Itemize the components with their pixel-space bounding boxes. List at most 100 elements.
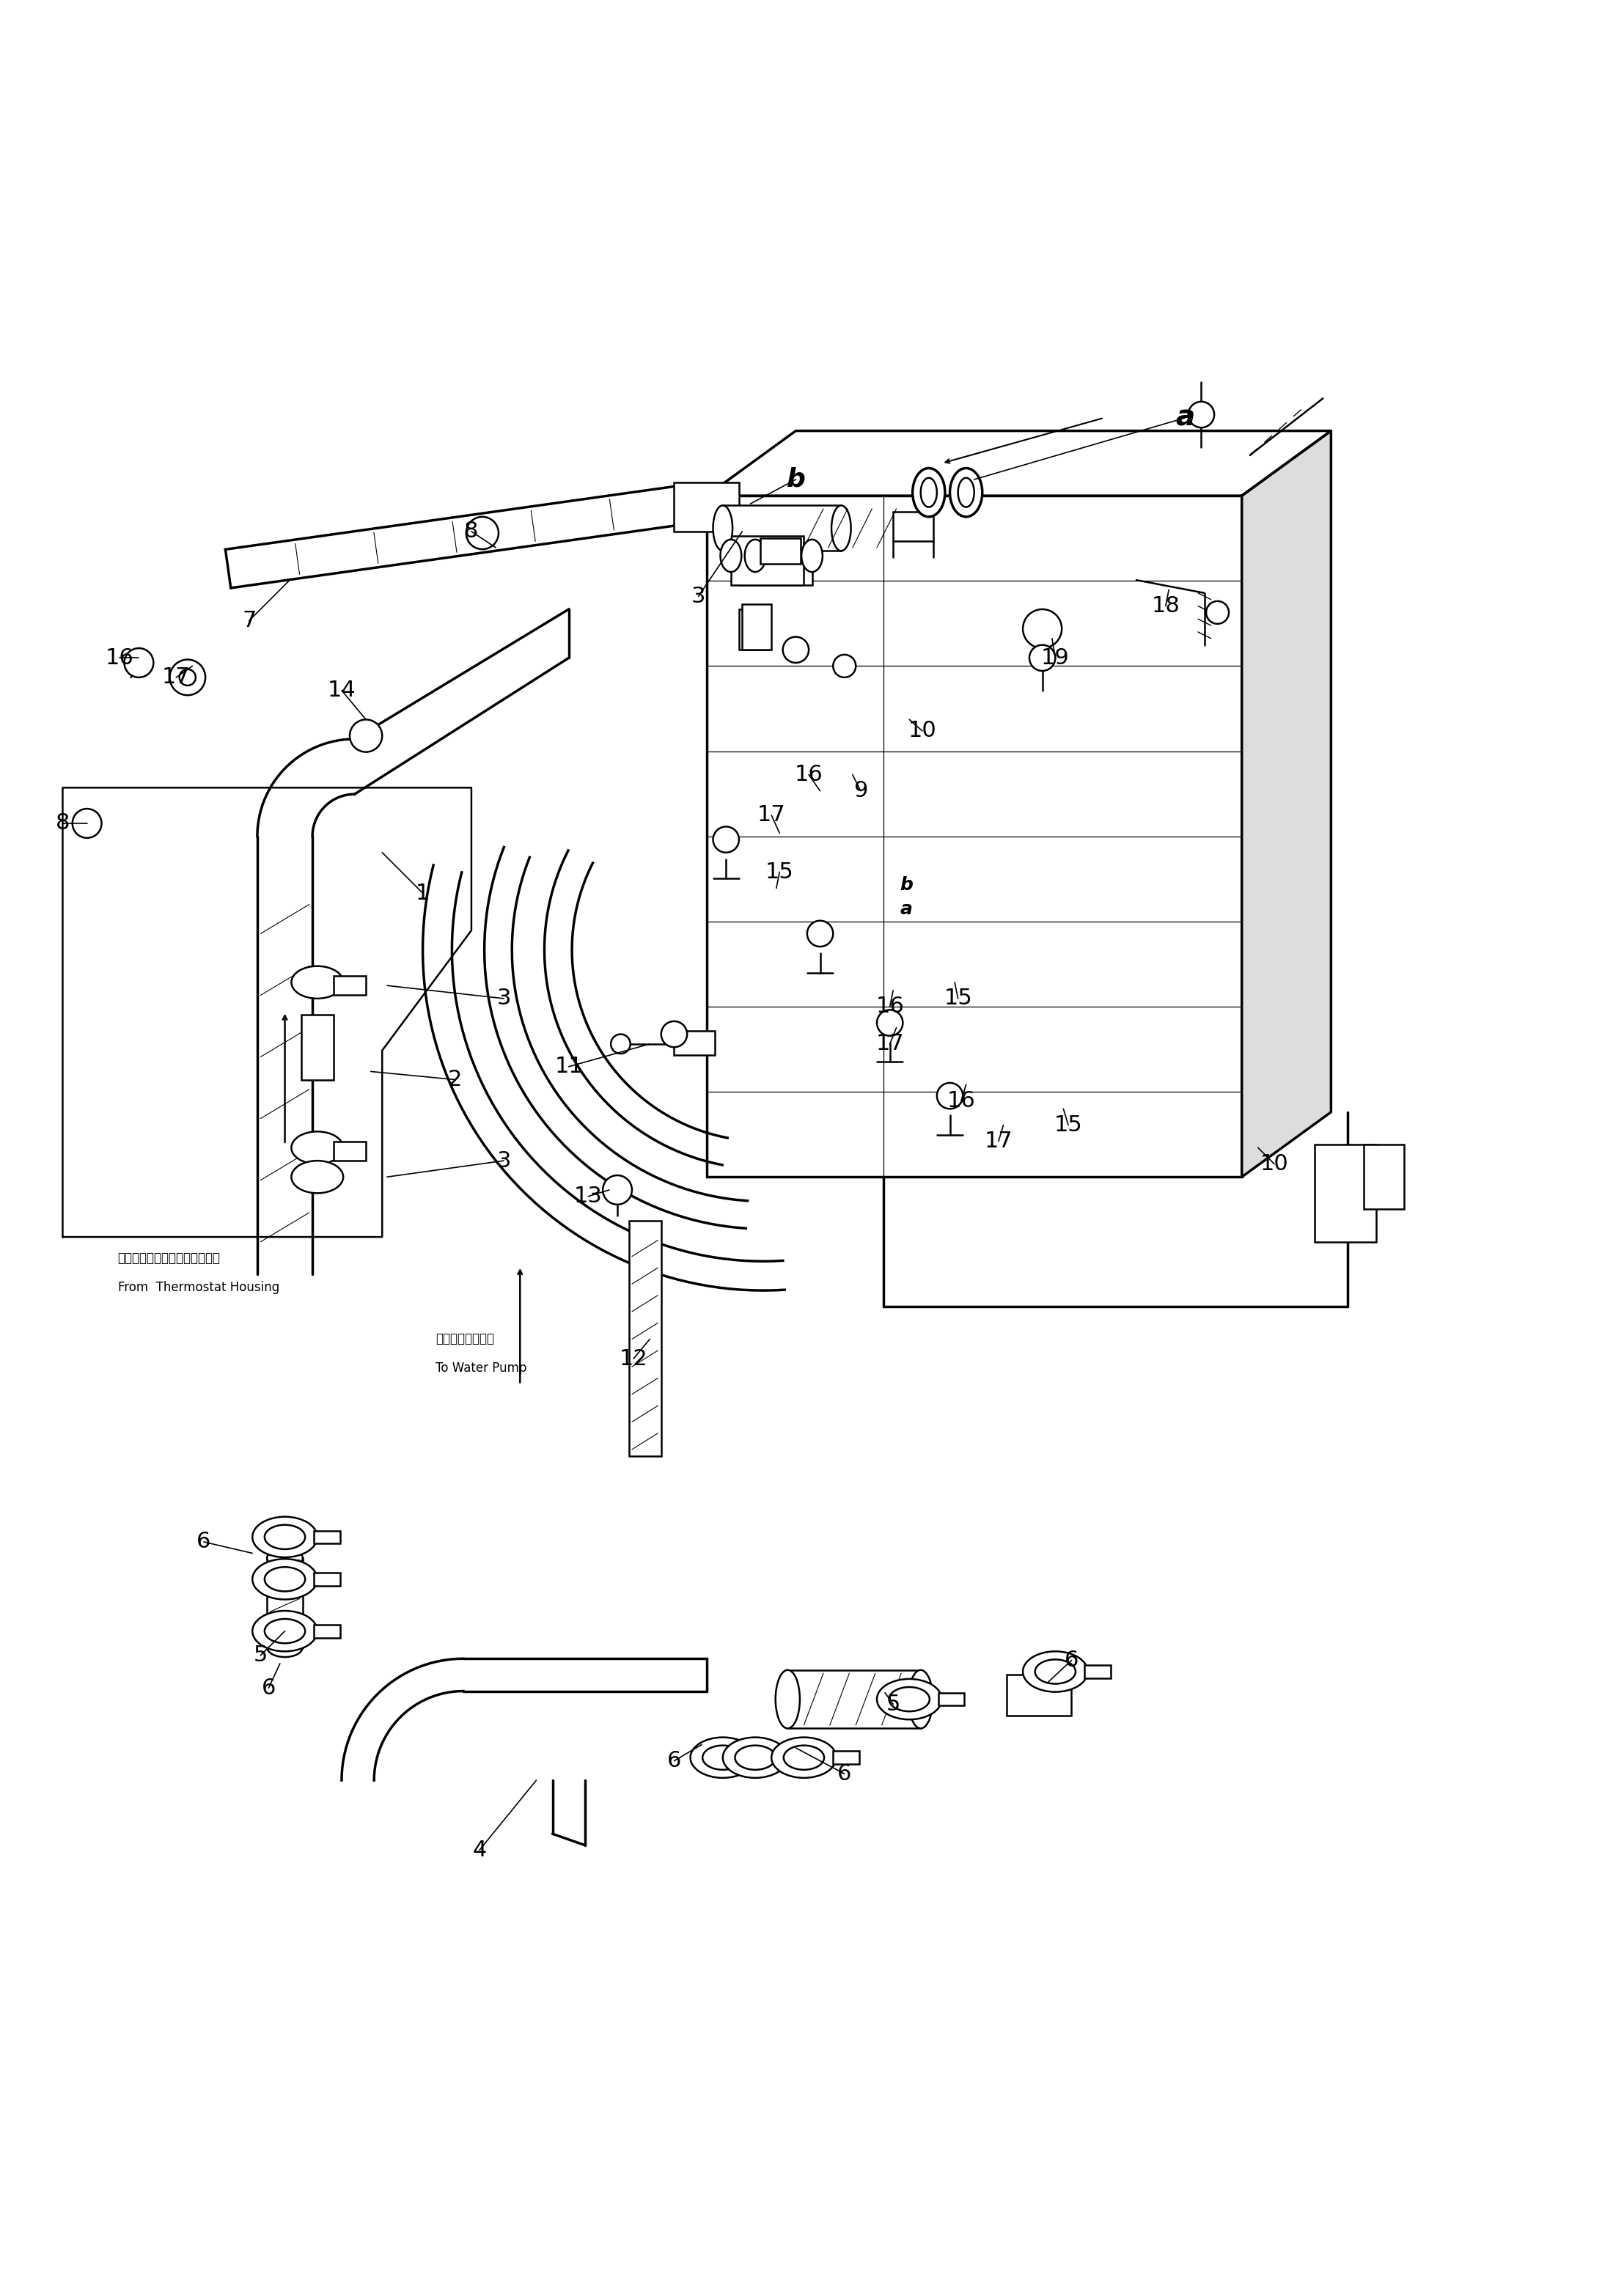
Text: 15: 15 [765,861,794,884]
Bar [674,1030,715,1055]
Ellipse shape [265,1618,305,1644]
Bar [739,609,768,650]
Text: b: b [786,467,806,492]
Text: 3: 3 [692,586,705,607]
Ellipse shape [703,1747,744,1769]
Circle shape [1023,609,1062,648]
Ellipse shape [877,1678,942,1719]
Bar [300,1014,333,1080]
Ellipse shape [252,1611,317,1650]
Bar [313,1625,339,1637]
Text: 7: 7 [242,609,257,632]
Bar [784,1751,810,1765]
Text: 19: 19 [1041,648,1070,668]
Ellipse shape [252,1559,317,1600]
Text: 12: 12 [619,1348,648,1369]
Text: 8: 8 [55,813,70,833]
Ellipse shape [265,1524,305,1550]
Text: From  Thermostat Housing: From Thermostat Housing [119,1280,279,1293]
Text: 16: 16 [875,996,905,1016]
Bar [1315,1144,1377,1243]
Ellipse shape [690,1737,755,1779]
Ellipse shape [958,478,974,508]
Bar [742,604,771,650]
Ellipse shape [265,1568,305,1591]
Circle shape [73,808,102,838]
Bar [752,1751,778,1765]
Bar [788,1671,921,1728]
Circle shape [833,655,856,678]
Circle shape [1207,602,1229,625]
Bar [706,497,1242,1177]
Text: 6: 6 [667,1751,680,1772]
Ellipse shape [291,1131,343,1165]
Text: 5: 5 [253,1646,268,1666]
Text: 5: 5 [887,1694,900,1714]
Text: 17: 17 [875,1032,905,1055]
Text: 17: 17 [757,806,786,826]
Ellipse shape [736,1747,776,1769]
Ellipse shape [252,1518,317,1557]
Text: 8: 8 [464,522,479,542]
Text: 4: 4 [473,1840,487,1861]
Ellipse shape [784,1747,823,1769]
Ellipse shape [291,966,343,998]
Text: 11: 11 [554,1055,583,1078]
Bar [1364,1144,1405,1209]
Bar [893,513,934,540]
Ellipse shape [291,1161,343,1193]
Text: 10: 10 [908,721,937,742]
Circle shape [1030,645,1056,671]
Bar [333,975,365,996]
Text: 13: 13 [573,1186,603,1206]
Ellipse shape [723,1737,788,1779]
Circle shape [169,659,205,696]
Circle shape [807,920,833,948]
Ellipse shape [1034,1660,1075,1685]
Text: 17: 17 [984,1131,1013,1151]
Text: 6: 6 [1064,1650,1078,1671]
Bar [760,538,801,563]
Ellipse shape [266,1637,302,1657]
Text: 10: 10 [1260,1154,1288,1174]
Bar [731,536,804,586]
Bar [1085,1664,1111,1678]
Ellipse shape [908,1671,932,1728]
Text: 17: 17 [162,666,190,689]
Ellipse shape [721,540,742,572]
Circle shape [611,1035,630,1053]
Text: 6: 6 [197,1531,211,1552]
Circle shape [179,668,195,684]
Ellipse shape [802,540,822,572]
Circle shape [1189,401,1215,428]
Ellipse shape [913,469,945,517]
Text: 16: 16 [794,765,823,785]
Text: a: a [1176,403,1195,433]
Text: 16: 16 [947,1090,976,1112]
Bar [333,1142,365,1161]
Ellipse shape [266,1547,302,1568]
Circle shape [937,1083,963,1108]
Ellipse shape [831,506,851,552]
Text: 6: 6 [261,1678,276,1698]
Bar [723,506,841,552]
Ellipse shape [745,540,767,572]
Text: サーモスタットハウジングから: サーモスタットハウジングから [119,1252,221,1264]
Bar [833,1751,859,1765]
Bar [313,1531,339,1543]
Text: 14: 14 [328,680,356,700]
Text: 16: 16 [106,648,133,668]
Text: 2: 2 [448,1069,463,1090]
Polygon shape [1242,430,1332,1177]
Ellipse shape [771,1737,836,1779]
Bar [628,1220,661,1456]
Text: ウォータポンプへ: ウォータポンプへ [435,1332,494,1346]
Bar [266,1559,302,1648]
Text: 18: 18 [1151,595,1181,616]
Bar [739,529,812,586]
Text: 1: 1 [416,884,430,904]
Text: 3: 3 [497,1149,512,1172]
Circle shape [661,1021,687,1046]
Text: 15: 15 [1054,1115,1083,1135]
Circle shape [713,826,739,852]
